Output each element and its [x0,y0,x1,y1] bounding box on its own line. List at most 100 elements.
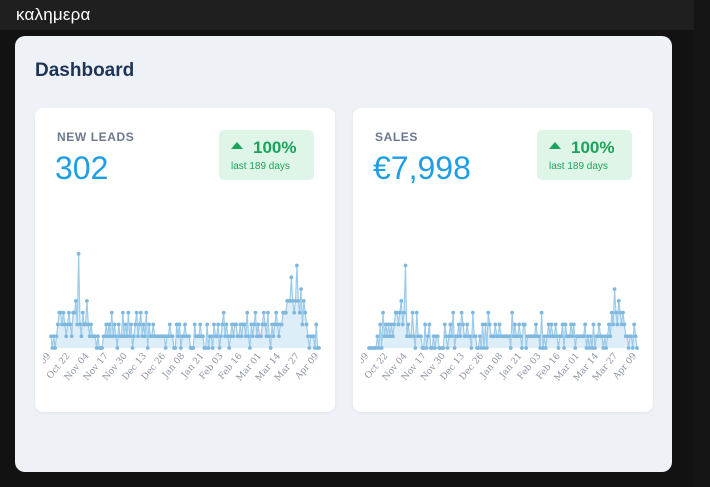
data-point[interactable] [413,346,418,350]
data-point[interactable] [548,334,552,339]
data-point[interactable] [555,334,559,339]
data-point[interactable] [248,346,252,350]
data-point[interactable] [461,322,465,327]
data-point[interactable] [633,334,638,339]
data-point[interactable] [591,322,596,327]
data-point[interactable] [296,298,301,303]
data-point[interactable] [410,310,415,315]
data-point[interactable] [212,322,216,327]
data-point[interactable] [279,322,284,327]
data-point[interactable] [300,322,305,327]
data-point[interactable] [510,310,515,315]
data-point[interactable] [210,346,215,350]
data-point[interactable] [143,334,147,339]
data-point[interactable] [378,322,383,327]
data-point[interactable] [473,334,478,339]
data-point[interactable] [270,322,274,327]
data-point[interactable] [534,322,538,327]
data-point[interactable] [616,298,621,303]
data-point[interactable] [465,322,470,327]
data-point[interactable] [383,322,388,327]
data-point[interactable] [191,346,196,350]
data-point[interactable] [532,334,537,339]
data-point[interactable] [93,334,98,339]
data-point[interactable] [511,334,516,339]
data-point[interactable] [402,310,406,315]
data-point[interactable] [64,334,69,339]
data-point[interactable] [607,322,611,327]
data-point[interactable] [482,346,486,350]
data-point[interactable] [299,287,303,292]
data-point[interactable] [602,334,607,339]
data-point[interactable] [228,334,233,339]
data-point[interactable] [264,334,269,339]
data-point[interactable] [507,334,512,339]
data-point[interactable] [73,298,78,303]
data-point[interactable] [53,346,58,350]
data-point[interactable] [447,334,451,339]
data-point[interactable] [147,322,151,327]
data-point[interactable] [227,346,232,350]
data-point[interactable] [496,334,500,339]
data-point[interactable] [261,310,266,315]
data-point[interactable] [174,322,179,327]
data-point[interactable] [392,322,397,327]
data-point[interactable] [130,346,135,350]
data-point[interactable] [584,346,589,350]
data-point[interactable] [435,334,440,339]
data-point[interactable] [469,346,474,350]
data-point[interactable] [192,322,197,327]
data-point[interactable] [242,322,247,327]
data-point[interactable] [612,287,617,292]
data-point[interactable] [243,334,248,339]
data-point[interactable] [221,310,226,315]
data-point[interactable] [484,346,489,350]
data-point[interactable] [619,322,624,327]
data-point[interactable] [587,346,592,350]
data-point[interactable] [54,334,59,339]
data-point[interactable] [515,334,520,339]
data-point[interactable] [421,346,426,350]
data-point[interactable] [293,298,298,303]
data-point[interactable] [635,346,639,350]
data-point[interactable] [112,322,117,327]
data-point[interactable] [236,334,241,339]
data-point[interactable] [183,322,187,327]
data-point[interactable] [543,346,548,350]
data-point[interactable] [406,322,411,327]
data-point[interactable] [629,334,634,339]
data-point[interactable] [396,322,401,327]
data-point[interactable] [317,346,321,350]
data-point[interactable] [448,322,453,327]
data-point[interactable] [277,334,281,339]
data-point[interactable] [583,322,587,327]
data-point[interactable] [87,334,92,339]
data-point[interactable] [389,322,394,327]
data-point[interactable] [65,322,70,327]
data-point[interactable] [85,298,89,303]
data-point[interactable] [231,334,236,339]
data-point[interactable] [289,275,294,280]
data-point[interactable] [104,322,109,327]
data-point[interactable] [517,322,522,327]
data-point[interactable] [546,322,551,327]
data-point[interactable] [397,310,402,315]
data-point[interactable] [491,334,496,339]
data-point[interactable] [149,334,154,339]
data-point[interactable] [107,322,111,327]
data-point[interactable] [386,322,391,327]
data-point[interactable] [120,310,125,315]
data-point[interactable] [615,322,620,327]
data-point[interactable] [223,334,227,339]
data-point[interactable] [433,346,437,350]
sales-card[interactable]: SALES €7,998 100% last 189 days Oct 09Oc… [353,108,653,412]
data-point[interactable] [108,334,113,339]
data-point[interactable] [62,322,67,327]
data-point[interactable] [170,334,175,339]
data-point[interactable] [51,334,56,339]
data-point[interactable] [419,334,423,339]
data-point[interactable] [520,346,524,350]
data-point[interactable] [250,334,255,339]
